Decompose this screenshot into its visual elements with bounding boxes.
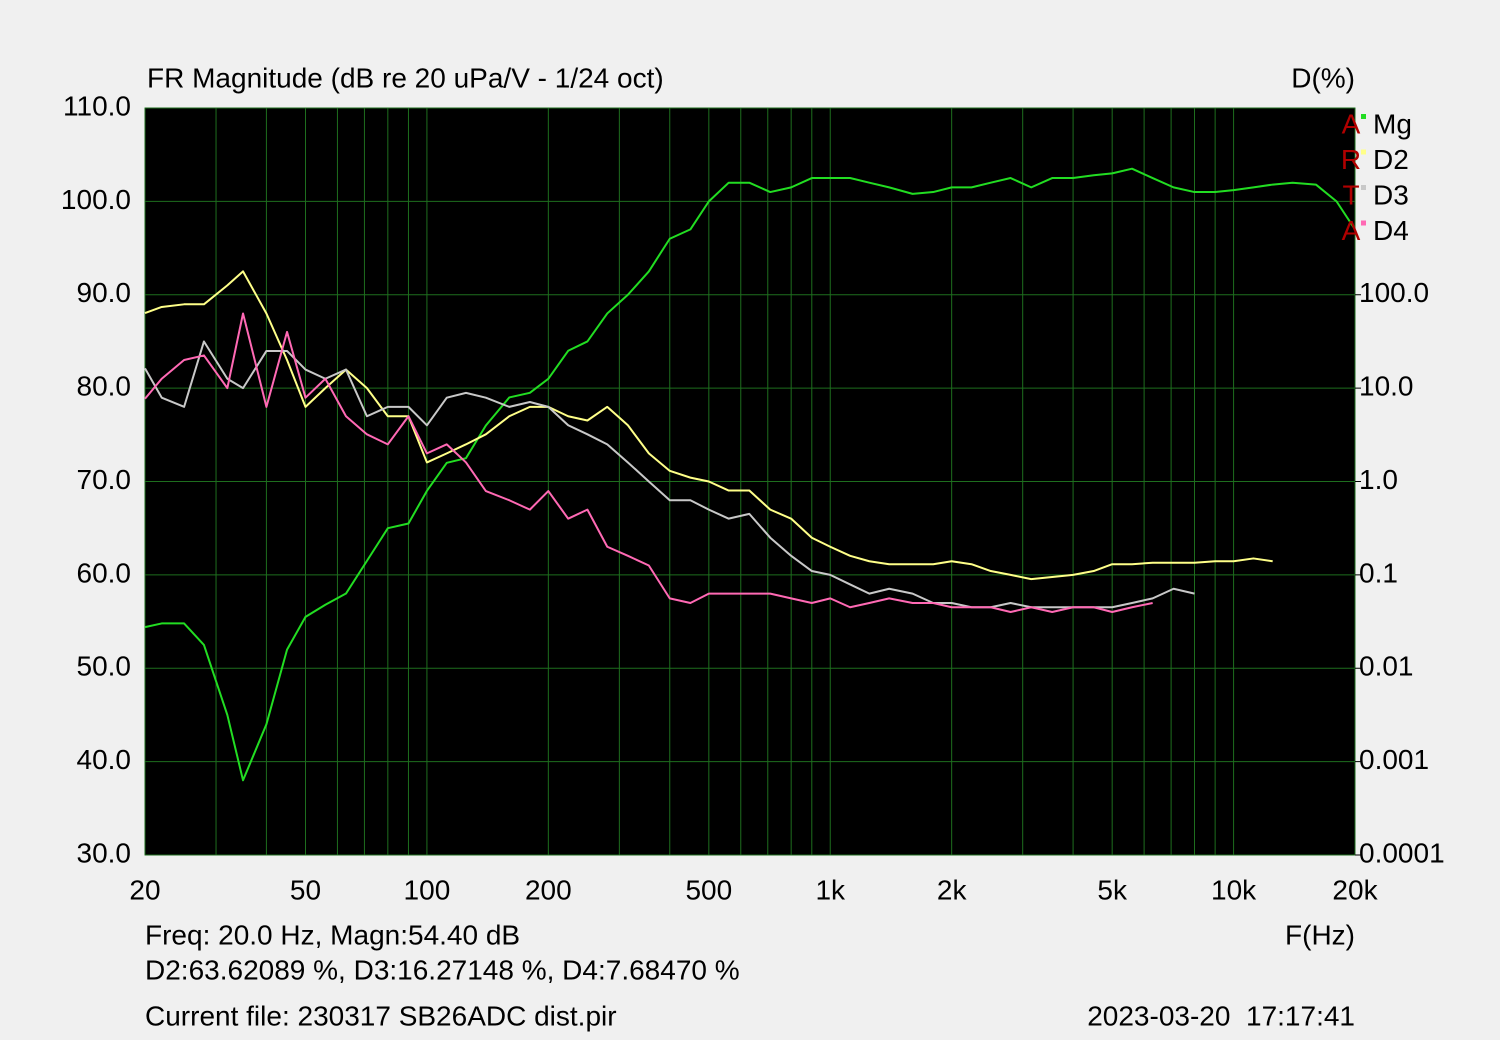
y-tick-label: 70.0 [77,464,132,495]
y-tick-label: 50.0 [77,651,132,682]
legend-label: D3 [1373,179,1409,210]
x-tick-label: 2k [937,874,968,905]
x-tick-label: 20k [1332,874,1378,905]
y-tick-label: 90.0 [77,277,132,308]
logo-letter: R [1341,144,1361,175]
x-tick-label: 100 [404,874,451,905]
legend-swatch [1361,220,1366,226]
legend-label: Mg [1373,108,1412,139]
x-tick-label: 200 [525,874,572,905]
series-line [144,312,1153,614]
y-tick-label: 30.0 [77,837,132,868]
x-tick-label: 1k [815,874,846,905]
y-tick-label: 60.0 [77,557,132,588]
x-axis-label: F(Hz) [1285,919,1355,950]
y2-tick-label: 1.0 [1359,464,1398,495]
legend-label: D2 [1373,144,1409,175]
y2-tick-label: 0.0001 [1359,837,1445,868]
y2-tick-label: 10.0 [1359,371,1414,402]
legend-swatch [1361,149,1366,155]
logo-letter: A [1342,215,1361,246]
cursor-readout: Freq: 20.0 Hz, Magn:54.40 dB [145,919,520,950]
x-tick-label: 10k [1211,874,1257,905]
legend-label: D4 [1373,215,1409,246]
legend-swatch [1361,114,1366,119]
y2-tick-label: 0.001 [1359,744,1429,775]
y2-tick-label: 0.1 [1359,557,1398,588]
y2-tick-label: 0.01 [1359,651,1414,682]
logo-letter: T [1342,179,1359,210]
distortion-readout: D2:63.62089 %, D3:16.27148 %, D4:7.68470… [145,954,740,985]
series-line [144,270,1273,581]
x-tick-label: 5k [1097,874,1128,905]
y2-tick-label: 100.0 [1359,277,1429,308]
x-tick-label: 500 [685,874,732,905]
current-file: Current file: 230317 SB26ADC dist.pir [145,1000,617,1031]
y-tick-label: 100.0 [61,184,131,215]
y2-axis-label: D(%) [1291,62,1355,93]
timestamp: 2023-03-20 17:17:41 [1087,1000,1355,1031]
chart-title: FR Magnitude (dB re 20 uPa/V - 1/24 oct) [147,62,664,93]
legend-swatch [1361,185,1366,190]
y-tick-label: 110.0 [63,90,131,121]
series-line [144,340,1195,609]
logo-letter: A [1342,108,1361,139]
y-tick-label: 40.0 [77,744,132,775]
series-line [144,167,1356,782]
x-tick-label: 20 [129,874,160,905]
y-tick-label: 80.0 [77,371,132,402]
x-tick-label: 50 [290,874,321,905]
